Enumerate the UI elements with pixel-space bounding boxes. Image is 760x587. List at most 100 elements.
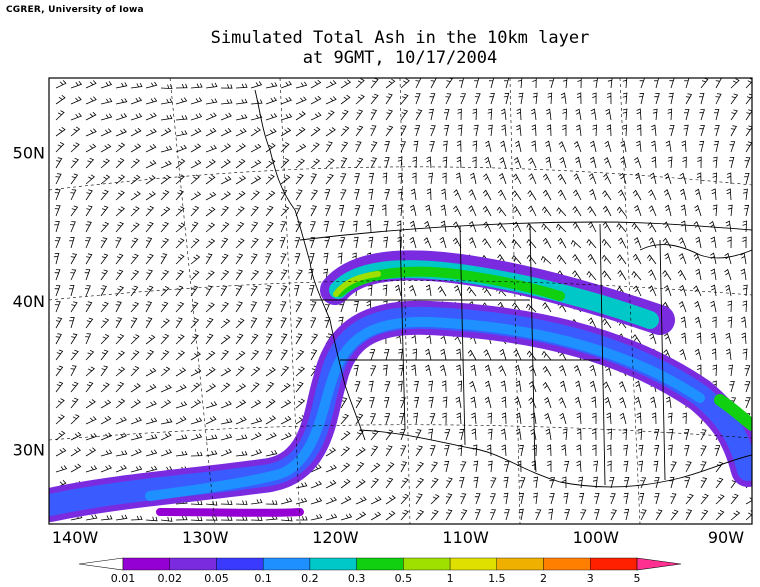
wind-barb: [280, 399, 292, 409]
wind-barb: [160, 516, 173, 522]
wind-barb: [265, 128, 277, 137]
wind-barb: [355, 447, 366, 457]
wind-barb: [366, 220, 372, 233]
wind-barb: [354, 381, 361, 393]
wind-barb: [175, 367, 187, 377]
wind-barb: [699, 125, 705, 137]
wind-barb: [655, 509, 663, 521]
wind-barb: [220, 143, 232, 153]
wind-barb: [425, 204, 432, 217]
wind-barb: [592, 92, 597, 105]
wind-barb: [115, 158, 125, 169]
wind-barb: [235, 516, 248, 521]
wind-barb: [622, 78, 628, 89]
legend-underflow-triangle: [78, 557, 124, 571]
wind-barb: [115, 464, 127, 473]
wind-barb: [325, 464, 337, 473]
wind-barb: [400, 78, 410, 89]
wind-barb: [602, 205, 612, 217]
wind-barb: [685, 509, 693, 521]
wind-barb: [563, 492, 569, 505]
wind-barb: [694, 348, 702, 361]
wind-barb: [295, 96, 307, 105]
wind-barb: [370, 445, 379, 457]
wind-barb: [558, 397, 567, 409]
wind-barb: [484, 156, 492, 169]
wind-barb: [145, 97, 158, 105]
wind-barb: [744, 172, 750, 185]
wind-barb: [503, 92, 510, 105]
wind-barb: [55, 317, 63, 329]
wind-barb: [145, 253, 154, 265]
wind-barb: [190, 351, 201, 361]
wind-barb: [115, 285, 124, 297]
wind-barb: [205, 253, 213, 265]
wind-barb: [544, 412, 552, 425]
wind-barb: [542, 173, 552, 185]
wind-barb: [145, 334, 156, 345]
wind-barb: [619, 412, 627, 425]
wind-barb: [324, 237, 331, 249]
wind-barb: [235, 451, 248, 457]
wind-barb: [619, 172, 627, 185]
wind-barb: [454, 284, 462, 297]
wind-barb: [130, 285, 139, 297]
wind-barb: [530, 412, 537, 425]
wind-barb: [474, 78, 480, 89]
wind-barb: [664, 252, 672, 265]
wind-barb: [355, 479, 366, 489]
wind-barb: [445, 493, 453, 505]
legend-label: 0.1: [254, 572, 272, 585]
wind-barb: [441, 380, 447, 393]
wind-barb: [562, 428, 568, 441]
wind-barb: [514, 396, 522, 409]
wind-barb: [265, 190, 276, 201]
wind-barb: [710, 332, 717, 345]
wind-barb: [698, 92, 705, 105]
wind-barb: [589, 364, 597, 377]
wind-barb: [562, 124, 567, 136]
wind-barb: [130, 317, 138, 329]
wind-barb: [685, 461, 692, 473]
wind-barb: [309, 252, 315, 265]
wind-barb: [370, 496, 382, 505]
wind-barb: [384, 413, 391, 425]
wind-barb: [190, 399, 202, 409]
wind-barb: [696, 332, 702, 345]
wind-barb: [265, 237, 274, 249]
wind-barb: [130, 301, 140, 313]
wind-barb: [607, 78, 613, 89]
wind-barb: [130, 113, 143, 121]
wind-barb: [70, 142, 80, 153]
wind-barb: [740, 252, 747, 265]
wind-barb: [531, 124, 537, 137]
wind-barb: [442, 140, 448, 153]
wind-barb: [512, 205, 522, 217]
lon-label-130w: 130W: [182, 528, 229, 547]
wind-barb: [220, 367, 232, 377]
legend-swatch: [309, 557, 357, 571]
wind-barb: [250, 81, 263, 89]
wind-barb: [383, 220, 389, 233]
wind-barb: [424, 220, 432, 233]
wind-barb: [594, 492, 600, 505]
wind-barb: [712, 316, 717, 329]
wind-barb: [220, 318, 231, 329]
state-line-1: [399, 229, 406, 431]
wind-barb: [280, 96, 292, 105]
wind-barb: [265, 205, 274, 217]
wind-barb: [683, 108, 690, 121]
wind-barb: [384, 157, 390, 169]
wind-barb: [729, 141, 736, 153]
wind-barb: [679, 188, 687, 201]
wind-barb: [370, 93, 379, 105]
wind-barb: [355, 125, 364, 137]
wind-barb: [516, 124, 522, 137]
wind-barb: [235, 238, 245, 249]
wind-barb: [711, 188, 717, 201]
wind-barb: [265, 381, 275, 393]
wind-barb: [115, 128, 127, 137]
wind-barb: [370, 141, 378, 153]
wind-barb: [443, 460, 450, 473]
wind-barb: [572, 206, 582, 217]
